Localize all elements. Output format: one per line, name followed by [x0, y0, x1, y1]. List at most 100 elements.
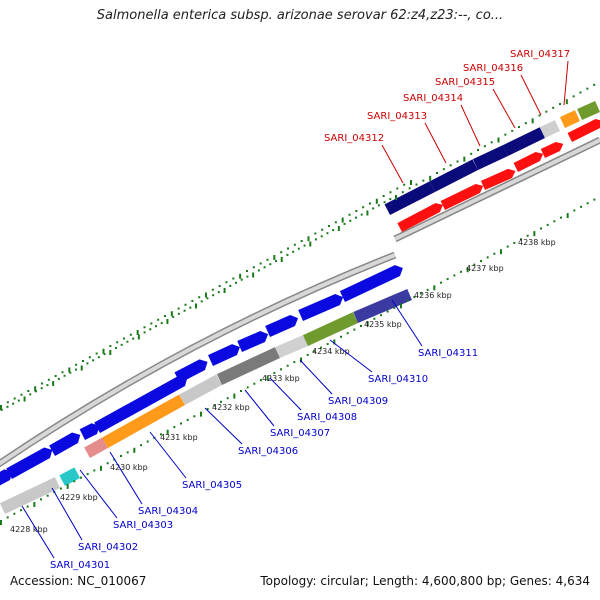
upper-ruler-2-tick: [334, 221, 337, 224]
forward-gene-1: [6, 447, 53, 479]
reverse-gene-grey: [539, 120, 560, 138]
ruler-tick-label: 4229 kbp: [60, 493, 98, 502]
forward-gene-9: [298, 293, 344, 321]
upper-ruler-2-tick: [211, 288, 214, 291]
upper-ruler-2-tick: [34, 386, 37, 392]
upper-ruler-right-tick: [395, 195, 397, 200]
lower-ruler-tick: [306, 353, 309, 356]
reverse-red-gene-4: [540, 141, 564, 158]
upper-ruler-right-tick: [572, 95, 575, 98]
upper-ruler-tick: [103, 353, 106, 356]
lower-ruler-tick: [573, 209, 576, 212]
forward-leader-line: [269, 377, 302, 411]
upper-ruler-tick: [46, 384, 49, 387]
lower-ruler-tick: [246, 386, 249, 389]
lower-ruler-tick: [186, 418, 189, 421]
upper-ruler-right-tick: [559, 103, 561, 105]
upper-ruler-2-tick: [225, 281, 228, 284]
upper-ruler-tick: [377, 204, 380, 207]
reverse-gene-green: [577, 101, 600, 120]
upper-ruler-tick: [120, 343, 123, 346]
lower-ruler-tick: [293, 361, 296, 364]
upper-ruler-tick: [240, 278, 243, 281]
lower-ruler-tick: [426, 288, 429, 291]
upper-ruler-tick: [29, 393, 32, 396]
ruler-tick-label: 4231 kbp: [160, 433, 198, 442]
forward-gene-label: SARI_04303: [113, 520, 173, 531]
lower-ruler-tick: [233, 393, 236, 399]
upper-ruler-right-tick: [545, 110, 548, 113]
upper-ruler-2-tick: [410, 180, 412, 185]
upper-ruler-right-tick: [449, 164, 452, 167]
upper-ruler-tick: [97, 356, 100, 359]
upper-ruler-tick: [257, 269, 260, 272]
reverse-leader-line: [520, 74, 542, 116]
reverse-leader-line: [563, 60, 569, 106]
upper-ruler-tick: [109, 350, 112, 355]
reverse-gene-1: [429, 159, 478, 192]
reverse-leader-line: [460, 104, 481, 147]
lower-ruler-tick: [486, 256, 489, 259]
upper-ruler-2-tick: [273, 255, 276, 260]
forward-gene-track2-6: [275, 334, 308, 358]
forward-gene-label: SARI_04311: [418, 348, 478, 359]
backbone-segment-1-inner: [0, 253, 396, 466]
upper-ruler-tick: [235, 281, 237, 284]
upper-ruler-right-tick: [422, 179, 425, 182]
upper-ruler-tick: [195, 303, 197, 309]
upper-ruler-2-tick: [259, 262, 262, 265]
forward-gene-label: SARI_04302: [78, 542, 138, 553]
forward-gene-7: [237, 330, 269, 352]
lower-ruler-tick: [286, 364, 289, 367]
upper-ruler-right-tick: [401, 191, 404, 194]
lower-ruler-tick: [446, 278, 449, 281]
ruler-tick-label: 4238 kbp: [518, 238, 556, 247]
upper-ruler-2-tick: [314, 232, 317, 235]
forward-gene-label: SARI_04304: [138, 506, 198, 517]
lower-ruler-tick: [373, 317, 376, 320]
ruler-tick-label: 4235 kbp: [364, 320, 402, 329]
backbone-segment-2-inner: [394, 138, 600, 241]
upper-ruler-2-tick: [246, 270, 248, 272]
lower-ruler-tick: [80, 476, 82, 479]
reverse-red-gene-3: [513, 152, 544, 172]
upper-ruler-tick: [309, 241, 312, 247]
upper-ruler-right-tick: [470, 152, 473, 155]
upper-ruler-2-tick: [61, 371, 64, 374]
lower-ruler-tick: [393, 306, 396, 309]
lower-ruler-tick: [546, 223, 549, 226]
upper-ruler-tick: [246, 275, 249, 278]
upper-ruler-2-tick: [164, 315, 166, 317]
lower-ruler-tick: [66, 483, 69, 489]
lower-ruler-tick: [326, 343, 329, 346]
tick-layer: [0, 83, 596, 525]
forward-gene-track2-8: [353, 288, 412, 323]
upper-ruler-tick: [149, 328, 152, 331]
lower-ruler-tick: [526, 234, 529, 237]
upper-ruler-2-tick: [293, 243, 296, 246]
lower-ruler-tick: [73, 480, 76, 483]
lower-ruler-tick: [420, 292, 422, 295]
lower-ruler-tick: [353, 328, 356, 331]
lower-ruler-tick: [380, 314, 382, 317]
upper-ruler-tick: [303, 244, 306, 247]
genome-title: Salmonella enterica subsp. arizonae sero…: [96, 8, 504, 23]
upper-ruler-right-tick: [565, 99, 568, 105]
ruler-tick-label: 4237 kbp: [466, 264, 504, 273]
lower-ruler-tick: [140, 444, 142, 447]
lower-ruler-tick: [33, 501, 36, 507]
forward-gene-label: SARI_04305: [182, 480, 242, 491]
lower-ruler-tick: [206, 408, 209, 411]
reverse-gene-label: SARI_04314: [403, 93, 463, 104]
upper-ruler-2-tick: [123, 337, 125, 340]
upper-ruler-2-tick: [389, 191, 392, 194]
upper-ruler-2-tick: [88, 356, 91, 359]
upper-ruler-tick: [200, 300, 203, 303]
upper-ruler-2-tick: [403, 183, 406, 186]
upper-ruler-tick: [383, 201, 386, 204]
lower-ruler-tick: [100, 465, 102, 471]
lower-ruler-tick: [366, 321, 369, 327]
lower-ruler-tick: [333, 339, 336, 345]
